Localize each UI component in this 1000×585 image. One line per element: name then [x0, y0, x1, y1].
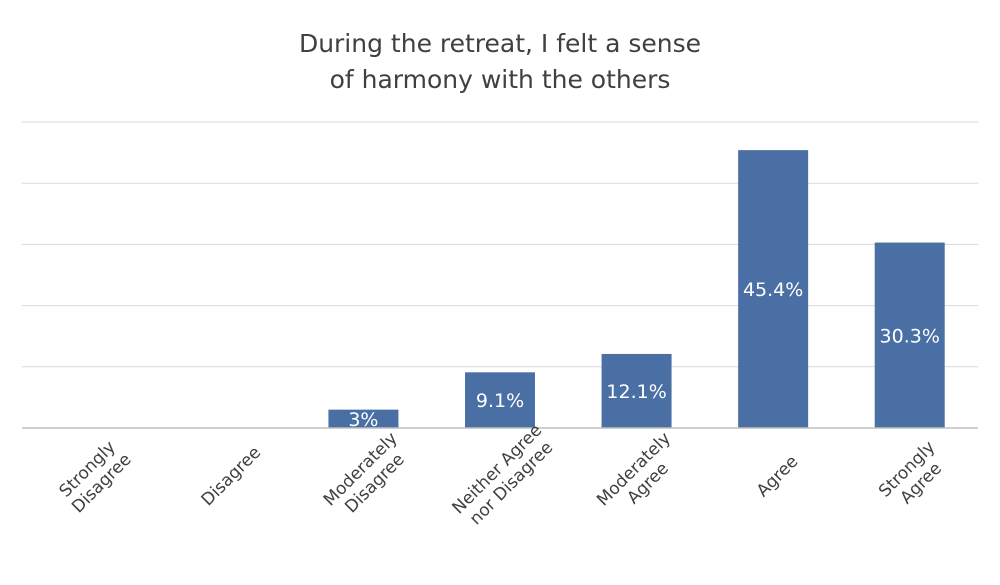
x-tick-label-5: Agree — [753, 452, 802, 501]
data-label-6: 30.3% — [880, 325, 940, 347]
x-tick-label-4: ModeratelyAgree — [593, 429, 689, 525]
chart-title-line-2: of harmony with the others — [329, 65, 671, 94]
bar-4 — [601, 353, 672, 428]
data-label-5: 45.4% — [743, 279, 803, 301]
bar-6 — [874, 242, 945, 428]
data-label-4: 12.1% — [606, 381, 666, 403]
x-tick-label-0: StronglyDisagree — [54, 436, 136, 518]
x-tick-label-3: Neither Agreenor Disagree — [449, 421, 561, 533]
chart-title-line-1: During the retreat, I felt a sense — [298, 29, 702, 58]
bar-5 — [738, 150, 809, 429]
chart-title: During the retreat, I felt a sense of ha… — [0, 26, 1000, 98]
x-tick-label-2: ModeratelyDisagree — [320, 429, 416, 525]
data-label-2: 3% — [348, 409, 378, 431]
data-label-3: 9.1% — [476, 390, 524, 412]
bar-2 — [328, 409, 399, 428]
bar-3 — [465, 372, 535, 428]
x-tick-label-line: Agree — [753, 452, 802, 501]
x-tick-label-1: Disagree — [198, 443, 265, 510]
x-tick-label-line: Disagree — [198, 443, 265, 510]
x-tick-label-6: StronglyAgree — [875, 437, 953, 515]
